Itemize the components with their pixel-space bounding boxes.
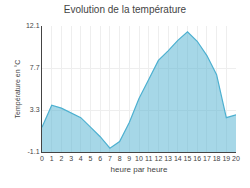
svg-text:11: 11 [145,155,152,162]
svg-text:3: 3 [69,155,73,162]
svg-text:Evolution de la température: Evolution de la température [64,4,187,15]
svg-text:16: 16 [193,155,201,162]
svg-text:7: 7 [108,155,112,162]
svg-text:5: 5 [89,155,93,162]
svg-text:10: 10 [135,155,143,162]
svg-text:Température en °C: Température en °C [14,60,22,119]
svg-text:4: 4 [79,155,83,162]
svg-text:13: 13 [164,155,172,162]
svg-text:8: 8 [118,155,122,162]
svg-text:15: 15 [184,155,192,162]
svg-text:20: 20 [232,155,240,162]
svg-text:6: 6 [98,155,102,162]
svg-text:-1.1: -1.1 [28,148,40,155]
svg-text:19: 19 [222,155,230,162]
svg-text:18: 18 [213,155,221,162]
svg-text:14: 14 [174,155,182,162]
svg-text:9: 9 [127,155,131,162]
svg-text:0: 0 [40,155,44,162]
svg-text:1: 1 [50,155,54,162]
svg-text:7.7: 7.7 [30,64,40,71]
svg-text:12: 12 [155,155,163,162]
svg-text:17: 17 [203,155,211,162]
svg-text:12.1: 12.1 [26,22,40,29]
svg-text:3.3: 3.3 [30,106,40,113]
svg-text:heure par heure: heure par heure [111,165,168,174]
svg-text:2: 2 [59,155,63,162]
